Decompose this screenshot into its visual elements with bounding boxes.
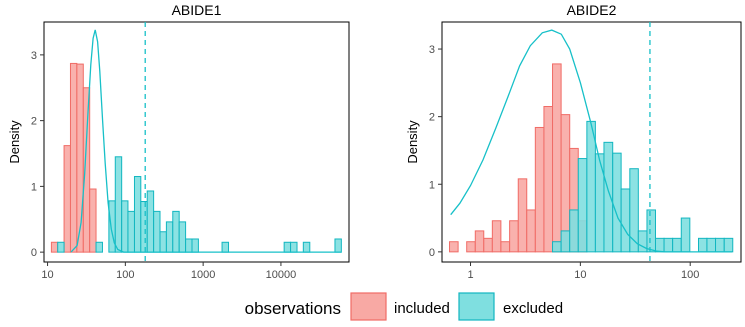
bar-excluded [165,221,174,253]
bar-excluded [577,158,588,253]
bar-excluded [552,241,562,253]
panel-title: ABIDE2 [567,2,617,18]
x-tick-label: 100 [681,269,699,281]
bar-included [466,241,476,253]
bar-included [76,63,84,253]
bar-excluded [172,210,180,253]
bar-included [526,209,536,253]
legend-label-excluded: excluded [503,300,563,317]
bar-excluded [153,210,161,253]
bar-excluded [290,241,298,253]
bar-excluded [594,153,605,253]
bar-included [483,237,493,253]
bar-excluded [283,241,292,253]
bar-excluded [715,237,725,253]
bar-excluded [146,190,155,253]
legend-key-excluded [458,292,495,321]
bar-included [552,63,562,253]
density-curve [70,29,342,253]
bar-excluded [57,241,65,253]
bar-excluded [586,120,596,253]
y-tick-label: 2 [31,116,37,128]
x-tick-label: 10000 [266,269,297,281]
bar-included [491,220,502,253]
bar-excluded [121,200,129,253]
y-axis-label: Density [405,120,420,164]
bar-included [534,126,545,253]
x-tick-label: 1 [467,269,473,281]
y-tick-label: 0 [429,247,435,259]
bar-excluded [680,217,691,253]
y-axis-label: Density [7,120,22,164]
legend-key-included [350,292,387,321]
bar-excluded [646,209,656,253]
bar-excluded [334,238,342,253]
bar-excluded [629,168,639,253]
bar-excluded [654,237,665,253]
legend: observations included excluded [245,292,563,321]
y-tick-label: 2 [429,112,435,124]
bar-excluded [603,141,614,253]
bar-excluded [159,231,167,253]
bar-included [63,145,71,253]
bar-included [89,188,97,253]
x-tick-label: 1000 [191,269,215,281]
panel-title: ABIDE1 [172,2,222,18]
y-tick-label: 3 [31,50,37,62]
bar-excluded [698,237,708,253]
bar-excluded [302,241,311,253]
legend-label-included: included [394,300,450,317]
bar-excluded [185,238,193,253]
bar-excluded [723,237,734,253]
bar-excluded [560,230,571,253]
bar-excluded [191,238,199,253]
panel-border [43,21,350,263]
bar-included [509,220,519,253]
bar-included [517,178,528,253]
panel-abide2: ABIDE2 Density 0 1 2 3 1 10 100 [405,2,742,281]
x-tick-label: 100 [116,269,134,281]
bar-excluded [620,188,631,253]
x-tick-label: 10 [41,269,53,281]
bar-excluded [706,237,717,253]
density-curve [450,29,732,253]
bar-excluded [612,152,622,253]
y-tick-label: 1 [429,179,435,191]
bar-excluded [108,200,116,253]
y-tick-label: 1 [31,181,37,193]
bar-included [500,241,511,253]
bar-excluded [140,201,148,253]
panel-border [441,21,742,263]
bar-excluded [672,237,682,253]
bar-included [82,87,91,253]
bar-excluded [95,241,103,253]
bar-excluded [178,221,187,253]
bar-included [50,241,59,253]
bar-excluded [114,156,123,253]
bar-included [69,62,78,253]
bar-included [449,241,459,253]
bar-excluded [221,241,230,253]
legend-title: observations [245,299,341,318]
bar-included [474,230,485,253]
y-tick-label: 0 [31,247,37,259]
bar-included [543,106,554,253]
bar-excluded [569,209,579,253]
x-tick-label: 10 [574,269,586,281]
bar-excluded [133,176,142,253]
bar-excluded [663,237,674,253]
panel-abide1: ABIDE1 Density 0 1 2 3 10 100 1000 10000 [7,2,350,281]
y-tick-label: 3 [429,44,435,56]
bar-excluded [127,210,135,253]
